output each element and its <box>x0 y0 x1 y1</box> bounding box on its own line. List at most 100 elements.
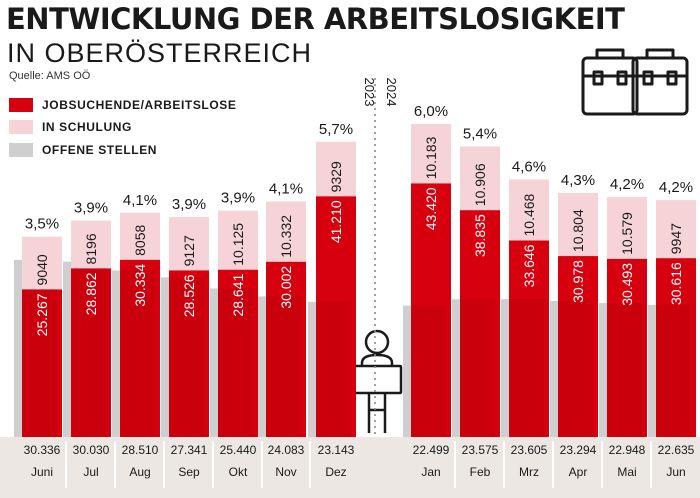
bar-overlap <box>266 296 301 437</box>
value-label-jobsuchende: 41.210 <box>328 200 344 243</box>
value-label-offene-stellen: 22.948 <box>609 443 646 457</box>
value-label-jobsuchende: 30.978 <box>570 260 586 303</box>
source-note: Quelle: AMS OÖ <box>9 70 91 82</box>
value-label-offene-stellen: 30.336 <box>24 443 61 457</box>
value-label-schulung: 9040 <box>34 254 50 285</box>
chart-title: ENTWICKLUNG DER ARBEITSLOSIGKEIT <box>6 2 625 36</box>
bar-overlap <box>169 277 204 437</box>
value-label-offene-stellen: 23.143 <box>318 443 355 457</box>
category-label: Dez <box>325 465 346 479</box>
value-label-offene-stellen: 23.605 <box>511 443 548 457</box>
value-label-schulung: 10.468 <box>521 193 537 236</box>
value-label-jobsuchende: 30.334 <box>132 264 148 307</box>
value-label-offene-stellen: 22.635 <box>658 443 695 457</box>
value-label-offene-stellen: 23.294 <box>560 443 597 457</box>
value-label-offene-stellen: 30.030 <box>73 443 110 457</box>
rate-label: 4,2% <box>659 179 693 196</box>
bar-overlap <box>22 289 57 437</box>
rate-label: 3,5% <box>25 216 59 233</box>
value-label-schulung: 8196 <box>83 233 99 264</box>
year-label: 2023 <box>362 78 377 107</box>
value-label-schulung: 10.332 <box>278 215 294 258</box>
legend-swatch-red <box>9 98 33 112</box>
category-label: Nov <box>275 465 296 479</box>
bar-in-schulung <box>218 210 258 270</box>
legend-label: IN SCHULUNG <box>42 120 132 134</box>
rate-label: 4,1% <box>269 180 303 197</box>
category-label: Jul <box>83 465 98 479</box>
bar-in-schulung <box>411 123 451 184</box>
category-label: Aug <box>129 465 150 479</box>
value-label-jobsuchende: 28.862 <box>83 272 99 315</box>
category-label: Mrz <box>519 465 539 479</box>
value-label-jobsuchende: 43.420 <box>423 187 439 230</box>
bar-in-schulung <box>316 141 356 197</box>
value-label-schulung: 10.579 <box>619 212 635 255</box>
bar-overlap <box>509 299 544 437</box>
bar-in-schulung <box>460 146 500 211</box>
rate-label: 3,9% <box>221 190 255 207</box>
bar-in-schulung <box>607 197 647 259</box>
chart-subtitle: IN OBERÖSTERREICH <box>7 38 313 68</box>
value-label-jobsuchende: 30.493 <box>619 263 635 306</box>
rate-label: 6,0% <box>414 103 448 120</box>
value-label-offene-stellen: 27.341 <box>171 443 208 457</box>
bar-in-schulung <box>509 179 549 241</box>
bar-overlap <box>411 305 446 437</box>
value-label-offene-stellen: 22.499 <box>413 443 450 457</box>
legend-label: JOBSUCHENDE/ARBEITSLOSE <box>42 98 237 112</box>
rate-label: 3,9% <box>74 200 108 217</box>
rate-label: 4,2% <box>610 176 644 193</box>
category-label: Sep <box>178 465 200 479</box>
legend-swatch-pink <box>9 120 33 134</box>
legend-label: OFFENE STELLEN <box>42 143 158 157</box>
category-label: Mai <box>617 465 636 479</box>
bar-in-schulung <box>656 200 696 259</box>
year-label: 2024 <box>384 78 399 107</box>
bar-in-schulung <box>169 217 209 271</box>
value-label-schulung: 9329 <box>328 161 344 192</box>
value-label-offene-stellen: 23.575 <box>462 443 499 457</box>
bar-overlap <box>558 300 593 437</box>
value-label-offene-stellen: 25.440 <box>220 443 257 457</box>
bar-overlap <box>218 288 253 437</box>
briefcase-icon-group <box>581 48 689 116</box>
value-label-schulung: 10.125 <box>230 223 246 266</box>
value-label-schulung: 10.183 <box>423 136 439 179</box>
rate-label: 3,9% <box>172 196 206 213</box>
category-label: Jan <box>421 465 440 479</box>
bar-overlap <box>607 302 642 437</box>
bar-in-schulung <box>71 220 111 269</box>
category-label: Jun <box>666 465 685 479</box>
rate-label: 5,4% <box>463 126 497 143</box>
person-with-sign-icon <box>351 329 403 433</box>
briefcase-icon <box>581 48 639 116</box>
rate-label: 4,1% <box>123 192 157 209</box>
value-label-schulung: 9127 <box>181 235 197 266</box>
value-label-jobsuchende: 30.616 <box>668 262 684 305</box>
value-label-offene-stellen: 24.083 <box>268 443 305 457</box>
bar-overlap <box>460 299 495 437</box>
bar-overlap <box>71 268 106 437</box>
value-label-jobsuchende: 28.641 <box>230 274 246 317</box>
bar-in-schulung <box>120 212 160 260</box>
value-label-jobsuchende: 38.835 <box>472 214 488 257</box>
rate-label: 4,3% <box>561 172 595 189</box>
value-label-jobsuchende: 25.267 <box>34 293 50 336</box>
rate-label: 5,7% <box>319 121 353 138</box>
legend-swatch-grey <box>9 143 33 157</box>
bar-in-schulung <box>266 201 306 262</box>
value-label-schulung: 10.906 <box>472 163 488 206</box>
value-label-schulung: 9947 <box>668 223 684 254</box>
briefcase-icon <box>631 48 689 116</box>
category-label: Apr <box>569 465 588 479</box>
category-strip <box>0 437 700 498</box>
bar-overlap <box>120 270 155 437</box>
value-label-jobsuchende: 28.526 <box>181 274 197 317</box>
bar-in-schulung <box>558 192 598 257</box>
value-label-jobsuchende: 33.646 <box>521 244 537 287</box>
bar-overlap <box>316 301 351 437</box>
category-label: Juni <box>31 465 53 479</box>
value-label-jobsuchende: 30.002 <box>278 266 294 309</box>
